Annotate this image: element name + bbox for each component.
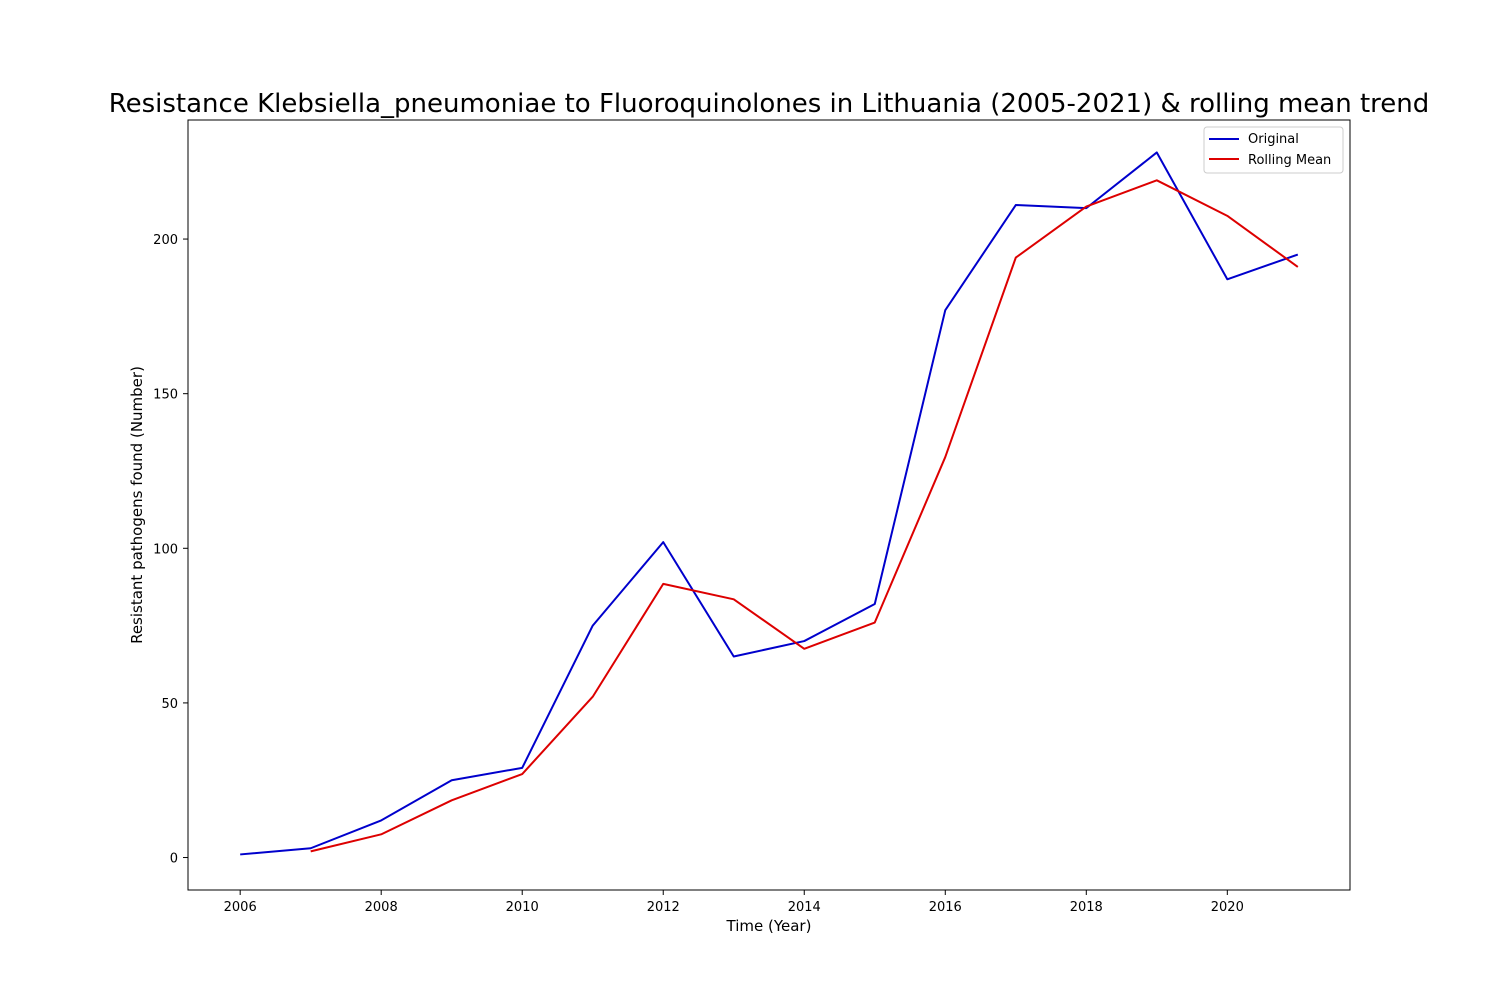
series-line-original: [240, 151, 1299, 856]
y-tick-label: 150: [153, 388, 178, 403]
y-tick-label: 100: [153, 542, 178, 557]
legend: Original Rolling Mean: [1203, 126, 1344, 174]
series-lines: [240, 151, 1299, 856]
x-tick-label: 2014: [788, 900, 821, 915]
x-tick-label: 2006: [224, 900, 257, 915]
chart-title: Resistance Klebsiella_pneumoniae to Fluo…: [109, 89, 1430, 119]
y-tick-label: 50: [161, 697, 178, 712]
x-tick-label: 2016: [929, 900, 962, 915]
series-line-rolling-mean: [310, 179, 1299, 853]
x-tick-label: 2012: [647, 900, 680, 915]
x-tick-label: 2008: [365, 900, 398, 915]
legend-label-original: Original: [1248, 132, 1299, 147]
x-tick-label: 2020: [1211, 900, 1244, 915]
y-tick-label: 0: [170, 852, 178, 867]
x-axis: 2006 2008 2010 2012 2014 2016 2018 2020: [224, 890, 1244, 915]
x-tick-label: 2018: [1070, 900, 1103, 915]
x-tick-label: 2010: [506, 900, 539, 915]
y-tick-label: 200: [153, 233, 178, 248]
y-axis: 0 50 100 150 200: [153, 233, 188, 867]
legend-label-rolling-mean: Rolling Mean: [1248, 153, 1331, 168]
x-axis-label: Time (Year): [726, 917, 812, 935]
y-axis-label: Resistant pathogens found (Number): [128, 366, 146, 644]
plot-area: [187, 119, 1351, 891]
